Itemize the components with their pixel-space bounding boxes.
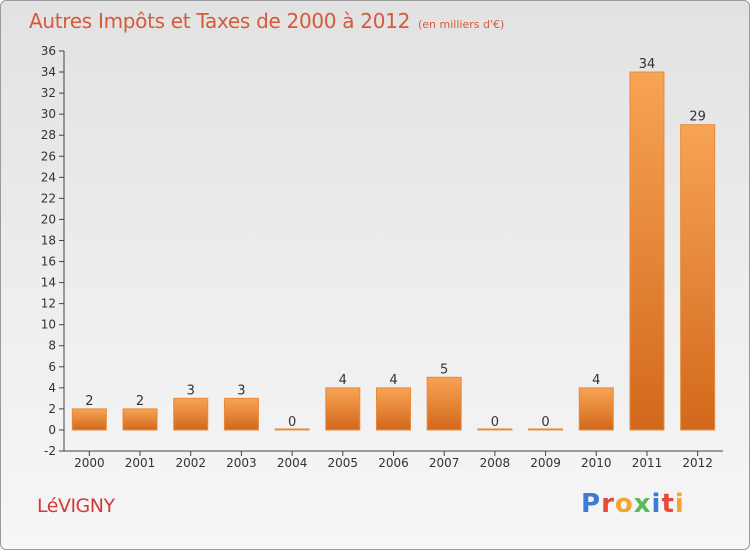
logo-letter: r	[601, 489, 615, 519]
bar-2011	[629, 71, 665, 431]
x-tick-label: 2004	[277, 456, 308, 470]
x-tick-label: 2011	[632, 456, 663, 470]
bar-2012	[680, 124, 716, 431]
y-tick-label: 32	[41, 86, 56, 100]
bar-2005	[325, 387, 361, 431]
bar-value-label: 5	[440, 362, 448, 377]
chart-bars: 2 2 3 3 0 4 4 5 0 0 4 34 29	[71, 57, 716, 431]
bar-2010	[578, 387, 614, 431]
y-tick-label: 18	[41, 233, 56, 247]
bar-value-label: 0	[491, 415, 499, 430]
x-tick-label: 2001	[125, 456, 156, 470]
bar-2006	[376, 387, 411, 431]
logo-letter: o	[614, 489, 634, 519]
bar-value-label: 0	[288, 415, 296, 430]
bar-2002	[173, 397, 209, 431]
bar-2001	[122, 408, 158, 431]
x-tick-label: 2007	[429, 456, 460, 470]
logo-letter: x	[633, 489, 652, 519]
y-tick-label: 12	[41, 297, 56, 311]
bar-2009	[528, 428, 564, 431]
y-tick-label: 14	[41, 276, 56, 290]
y-tick-label: 22	[41, 191, 56, 205]
x-tick-label: 2008	[480, 456, 511, 470]
chart-title: Autres Impôts et Taxes de 2000 à 2012 (en…	[29, 9, 504, 33]
x-tick-label: 2003	[226, 456, 257, 470]
x-tick-label: 2006	[378, 456, 409, 470]
bar-2004	[274, 428, 310, 431]
bar-value-label: 0	[541, 415, 549, 430]
bar-2003	[223, 397, 259, 431]
y-tick-label: 30	[41, 107, 56, 121]
x-tick-label: 2009	[530, 456, 561, 470]
chart-title-text: Autres Impôts et Taxes de 2000 à 2012	[29, 9, 410, 33]
bar-value-label: 3	[187, 383, 195, 398]
proxiti-logo: Proxiti	[581, 489, 685, 519]
y-tick-label: 36	[41, 44, 56, 58]
y-tick-label: -2	[44, 444, 56, 458]
bar-2008	[477, 428, 513, 431]
bar-value-label: 4	[339, 373, 347, 388]
y-tick-label: 6	[48, 360, 56, 374]
bar-value-label: 4	[389, 373, 397, 388]
bar-2007	[426, 376, 462, 431]
x-tick-label: 2005	[328, 456, 359, 470]
x-tick-label: 2002	[175, 456, 206, 470]
y-tick-label: 16	[41, 255, 56, 269]
bar-value-label: 2	[136, 394, 144, 409]
y-tick-label: 4	[48, 381, 56, 395]
y-tick-label: 10	[41, 318, 56, 332]
bar-value-label: 2	[85, 394, 93, 409]
bar-value-label: 3	[237, 383, 245, 398]
logo-letter: t	[661, 489, 675, 519]
y-tick-label: 0	[48, 423, 56, 437]
logo-letter: i	[674, 489, 685, 519]
bar-value-label: 29	[689, 110, 706, 125]
commune-name: LéVIGNY	[37, 495, 115, 517]
y-tick-label: 2	[48, 402, 56, 416]
logo-letter: i	[651, 489, 662, 519]
bar-value-label: 34	[639, 57, 656, 72]
y-tick-label: 28	[41, 128, 56, 142]
y-tick-label: 34	[41, 65, 56, 79]
x-tick-label: 2012	[682, 456, 713, 470]
x-tick-label: 2000	[74, 456, 105, 470]
y-tick-label: 24	[41, 170, 56, 184]
chart-unit: (en milliers d'€)	[418, 18, 505, 31]
y-tick-label: 8	[48, 339, 56, 353]
y-tick-label: 20	[41, 212, 56, 226]
logo-letter: P	[581, 489, 602, 519]
y-tick-label: 26	[41, 149, 56, 163]
x-tick-label: 2010	[581, 456, 612, 470]
bar-value-label: 4	[592, 373, 600, 388]
bar-2000	[71, 408, 107, 431]
